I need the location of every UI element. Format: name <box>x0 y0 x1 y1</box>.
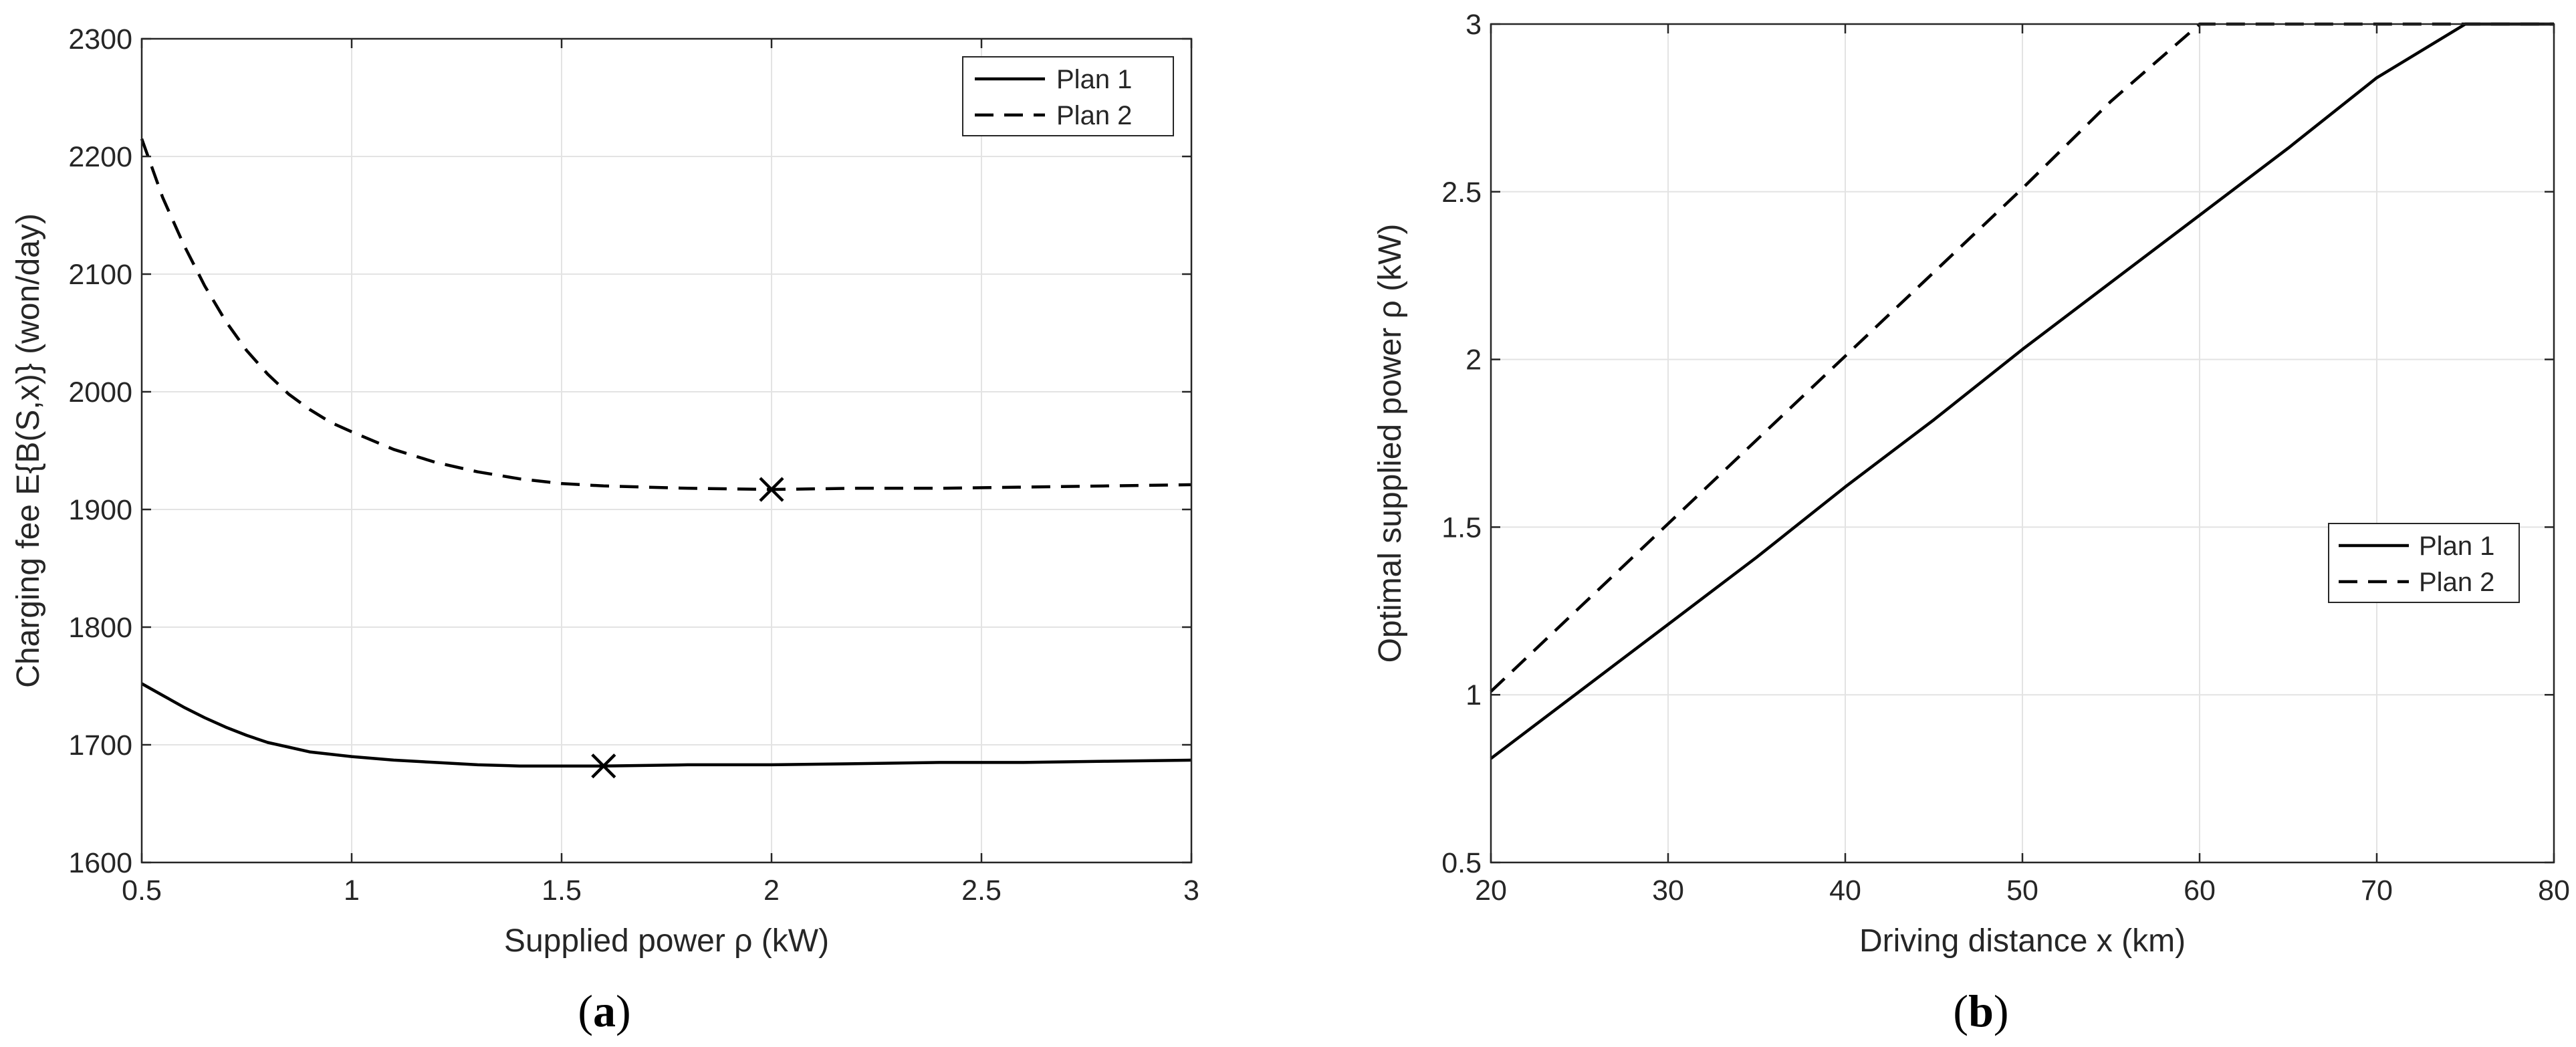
panel-a-caption-letter: a <box>593 985 616 1036</box>
panel-a-y-tick-label: 1600 <box>68 847 132 879</box>
panel-a-caption-open: ( <box>578 985 593 1036</box>
panel-a-x-ticks: 0.5 1 1.5 2 2.5 3 <box>122 39 1199 907</box>
panel-b-y-tick-label: 3 <box>1466 9 1482 41</box>
panel-a-x-tick-label: 2 <box>764 875 780 907</box>
panel-a-markers <box>591 477 784 779</box>
panel-a-x-tick-label: 2.5 <box>961 875 1002 907</box>
panel-b-y-axis-label: Optimal supplied power ρ (kW) <box>1373 224 1408 663</box>
panel-a-caption-close: ) <box>616 985 631 1036</box>
panel-a-x-axis-label: Supplied power ρ (kW) <box>504 923 829 959</box>
panel-a-y-tick-label: 2200 <box>68 141 132 173</box>
panel-a-y-tick-label: 2300 <box>68 23 132 55</box>
panel-b-legend-label-plan2: Plan 2 <box>2419 568 2494 597</box>
panel-b-y-ticks: 0.5 1 1.5 2 2.5 3 <box>1441 9 2554 879</box>
panel-a-legend-label-plan2: Plan 2 <box>1056 101 1132 130</box>
panel-b-x-axis-label: Driving distance x (km) <box>1859 923 2186 959</box>
panel-b-x-tick-label: 80 <box>2538 875 2570 907</box>
panel-b-y-tick-label: 1.5 <box>1441 511 1482 544</box>
panel-a-caption: (a) <box>578 985 630 1036</box>
panel-b-legend-label-plan1: Plan 1 <box>2419 532 2494 561</box>
panel-a-y-tick-label: 1800 <box>68 612 132 644</box>
panel-a-y-tick-label: 1900 <box>68 494 132 526</box>
panel-b-caption-close: ) <box>1994 985 2009 1036</box>
panel-b-x-tick-label: 30 <box>1652 875 1684 907</box>
panel-b: 20 30 40 50 60 70 80 0.5 1 1.5 2 2.5 3 Driving dist… <box>1373 9 2570 1036</box>
panel-b-caption: (b) <box>1953 985 2008 1036</box>
panel-b-legend-box <box>2328 523 2520 603</box>
panel-b-x-tick-label: 50 <box>2006 875 2038 907</box>
panel-b-legend: Plan 1 Plan 2 <box>2328 523 2520 603</box>
panel-b-x-tick-label: 60 <box>2184 875 2216 907</box>
panel-a-y-tick-label: 2100 <box>68 259 132 291</box>
panel-b-x-tick-label: 20 <box>1475 875 1507 907</box>
panel-a-legend-label-plan1: Plan 1 <box>1056 65 1132 94</box>
panel-a: 0.5 1 1.5 2 2.5 3 1600 1700 1800 1900 2000 2100 220… <box>11 23 1199 1036</box>
panel-a-legend: Plan 1 Plan 2 <box>962 56 1174 136</box>
panel-a-axes-box <box>140 37 1193 864</box>
panel-a-series-plan-2-line <box>140 138 1192 491</box>
panel-a-series-plan-1-line <box>140 682 1192 768</box>
panel-b-series-plan-1-line <box>1490 22 2554 760</box>
panel-a-y-tick-label: 1700 <box>68 729 132 762</box>
panel-a-legend-box <box>962 56 1174 136</box>
panel-a-min-marker-plan-1 <box>591 753 616 779</box>
panel-b-y-tick-label: 0.5 <box>1441 847 1482 879</box>
panel-b-y-tick-label: 2 <box>1466 344 1482 376</box>
panel-a-plot-area <box>142 39 1191 862</box>
panel-b-caption-open: ( <box>1953 985 1968 1036</box>
panel-b-x-ticks: 20 30 40 50 60 70 80 <box>1475 24 2570 907</box>
panel-b-caption-letter: b <box>1968 985 1994 1036</box>
panel-a-y-tick-label: 2000 <box>68 376 132 409</box>
panel-a-min-marker-plan-2 <box>759 477 784 502</box>
panel-b-x-tick-label: 70 <box>2361 875 2393 907</box>
panel-b-y-tick-label: 1 <box>1466 679 1482 711</box>
panel-b-y-tick-label: 2.5 <box>1441 177 1482 209</box>
panel-a-x-tick-label: 1.5 <box>542 875 582 907</box>
panel-a-series <box>140 138 1192 768</box>
panel-a-x-tick-label: 0.5 <box>122 875 162 907</box>
panel-a-x-tick-label: 1 <box>344 875 360 907</box>
panel-a-y-axis-label: Charging fee E{B(S,x)} (won/day) <box>11 213 46 688</box>
panel-b-x-tick-label: 40 <box>1829 875 1861 907</box>
panel-a-y-ticks: 1600 1700 1800 1900 2000 2100 2200 2300 <box>68 23 1191 879</box>
panel-a-x-tick-label: 3 <box>1183 875 1199 907</box>
